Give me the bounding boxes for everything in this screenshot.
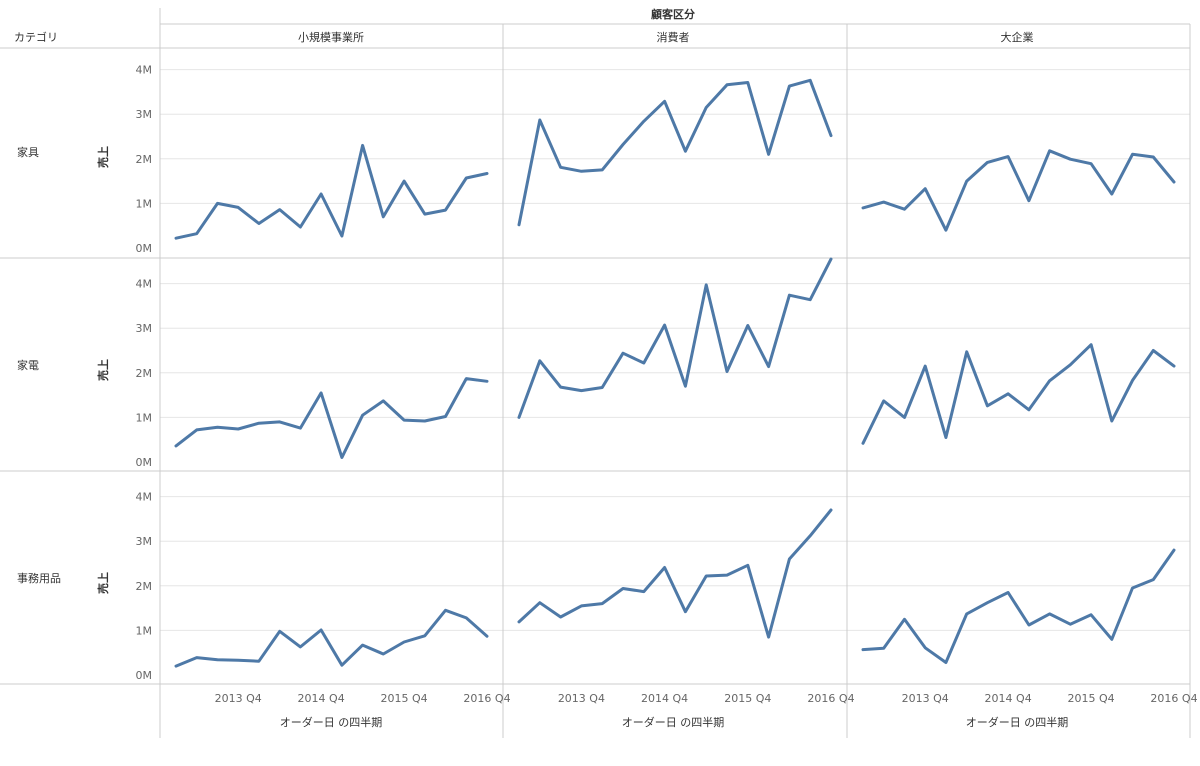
series-line-2-2 bbox=[861, 548, 1176, 664]
x-tick-label: 2013 Q4 bbox=[215, 692, 262, 705]
y-tick-label: 0M bbox=[136, 242, 153, 255]
column-field-header: 顧客区分 bbox=[651, 7, 695, 21]
column-header-0: 小規模事業所 bbox=[298, 30, 364, 44]
x-axis-title-1: オーダー日 の四半期 bbox=[622, 715, 725, 729]
x-tick-label: 2014 Q4 bbox=[298, 692, 345, 705]
x-tick-label: 2014 Q4 bbox=[985, 692, 1032, 705]
y-axis-title-1: 売上 bbox=[96, 359, 110, 381]
y-tick-label: 1M bbox=[136, 411, 153, 424]
series-line-2-0 bbox=[174, 608, 489, 668]
x-axis-title-0: オーダー日 の四半期 bbox=[280, 715, 383, 729]
y-tick-label: 2M bbox=[136, 367, 153, 380]
y-tick-label: 0M bbox=[136, 669, 153, 682]
series-line-1-1 bbox=[517, 257, 833, 419]
x-tick-label: 2016 Q4 bbox=[1150, 692, 1197, 705]
axis-ticks: 0M 1M 2M 3M 4M 0M 1M 2M 3M 4M 0M 1M 2M 3M 4M 2013 Q4 201… bbox=[136, 64, 1198, 705]
y-tick-label: 0M bbox=[136, 456, 153, 469]
y-tick-label: 3M bbox=[136, 535, 153, 548]
y-axis-title-2: 売上 bbox=[96, 572, 110, 594]
series-line-1-2 bbox=[861, 343, 1176, 445]
y-axis-title-0: 売上 bbox=[96, 146, 110, 168]
x-tick-label: 2015 Q4 bbox=[724, 692, 771, 705]
y-tick-label: 4M bbox=[136, 491, 153, 504]
y-tick-label: 2M bbox=[136, 153, 153, 166]
y-tick-label: 4M bbox=[136, 64, 153, 77]
series-line-0-0 bbox=[174, 143, 489, 240]
panel-dividers bbox=[0, 8, 1191, 738]
x-tick-label: 2013 Q4 bbox=[558, 692, 605, 705]
column-header-2: 大企業 bbox=[1001, 30, 1034, 44]
x-tick-label: 2015 Q4 bbox=[1067, 692, 1114, 705]
series-line-1-0 bbox=[174, 377, 489, 459]
column-header-1: 消費者 bbox=[657, 30, 690, 44]
grid-layer bbox=[160, 69, 1190, 631]
row-field-header: カテゴリ bbox=[14, 30, 58, 44]
x-tick-label: 2014 Q4 bbox=[641, 692, 688, 705]
row-label-0: 家具 bbox=[17, 145, 39, 159]
row-label-2: 事務用品 bbox=[17, 571, 61, 585]
series-line-0-1 bbox=[517, 78, 833, 227]
x-tick-label: 2016 Q4 bbox=[463, 692, 510, 705]
series-line-0-2 bbox=[861, 149, 1176, 232]
x-axis-title-2: オーダー日 の四半期 bbox=[966, 715, 1069, 729]
y-tick-label: 3M bbox=[136, 108, 153, 121]
y-tick-label: 3M bbox=[136, 322, 153, 335]
x-tick-label: 2015 Q4 bbox=[380, 692, 427, 705]
series-line-2-1 bbox=[517, 508, 833, 639]
y-tick-label: 1M bbox=[136, 197, 153, 210]
y-tick-label: 1M bbox=[136, 624, 153, 637]
row-label-1: 家電 bbox=[17, 358, 39, 372]
y-tick-label: 2M bbox=[136, 580, 153, 593]
y-tick-label: 4M bbox=[136, 278, 153, 291]
x-tick-label: 2013 Q4 bbox=[902, 692, 949, 705]
x-tick-label: 2016 Q4 bbox=[807, 692, 854, 705]
series-lines bbox=[174, 78, 1176, 668]
